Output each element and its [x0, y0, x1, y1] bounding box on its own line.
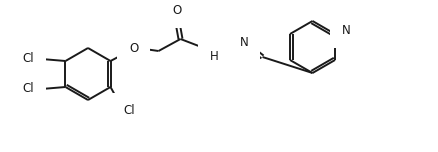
- Text: Cl: Cl: [124, 105, 135, 117]
- Text: N: N: [342, 24, 351, 36]
- Text: O: O: [129, 41, 138, 55]
- Text: Cl: Cl: [23, 83, 35, 95]
- Text: O: O: [172, 3, 181, 17]
- Text: N: N: [209, 43, 218, 57]
- Text: H: H: [209, 50, 218, 64]
- Text: Cl: Cl: [23, 52, 35, 66]
- Text: N: N: [240, 36, 248, 50]
